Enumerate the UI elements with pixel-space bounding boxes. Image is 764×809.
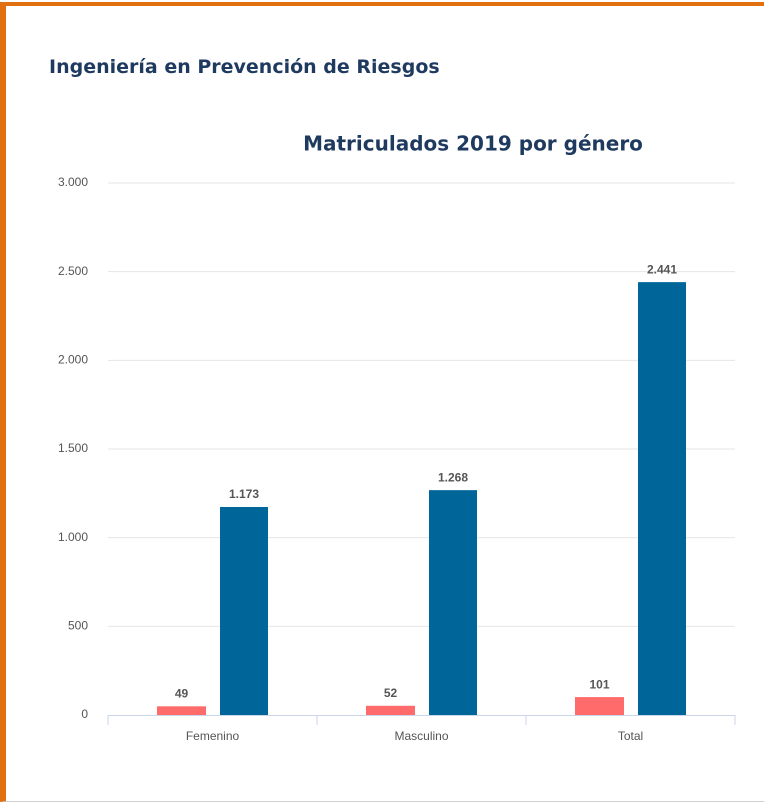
bar — [157, 706, 206, 715]
bar — [429, 490, 477, 715]
x-tick-label: Femenino — [186, 729, 240, 743]
x-tick-label: Masculino — [394, 729, 448, 743]
bar — [366, 705, 415, 715]
chart-title: Matriculados 2019 por género — [303, 132, 643, 156]
y-tick-label: 2.000 — [58, 353, 88, 367]
x-tick-label: Total — [618, 729, 643, 743]
bar — [638, 282, 686, 715]
data-label: 1.173 — [229, 487, 259, 501]
data-label: 2.441 — [647, 262, 677, 276]
bar — [220, 506, 268, 715]
data-label: 49 — [175, 686, 189, 700]
y-tick-label: 500 — [68, 619, 88, 633]
bar — [575, 697, 624, 715]
data-label: 52 — [384, 686, 398, 700]
y-tick-label: 0 — [81, 707, 88, 721]
y-tick-label: 2.500 — [58, 264, 88, 278]
data-label: 101 — [589, 677, 609, 691]
y-tick-label: 1.500 — [58, 441, 88, 455]
y-tick-label: 3.000 — [58, 175, 88, 189]
panel-title: Ingeniería en Prevención de Riesgos — [49, 56, 440, 78]
data-label: 1.268 — [438, 470, 468, 484]
y-tick-label: 1.000 — [58, 530, 88, 544]
